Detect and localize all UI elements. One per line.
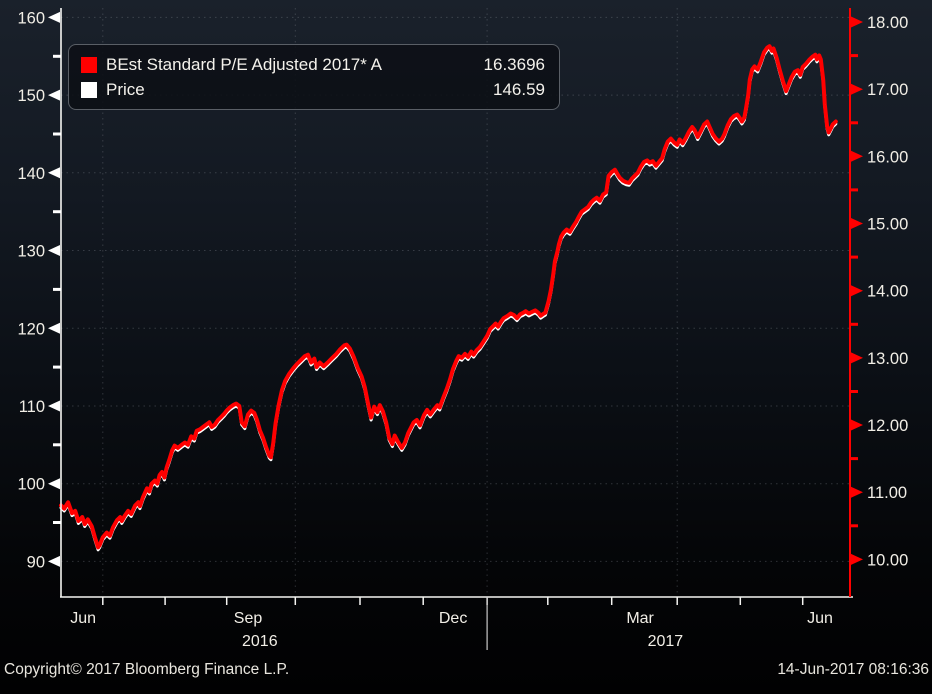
pe-series-value: 16.3696 (483, 55, 545, 74)
left-axis-tick-label: 160 (17, 9, 45, 27)
right-axis-tick-arrow (851, 553, 863, 565)
right-axis-tick-arrow (851, 83, 863, 95)
left-axis-minor-tick (53, 54, 61, 58)
right-axis-minor-tick (850, 457, 858, 461)
price-line (59, 47, 838, 552)
price-series-value: 146.59 (493, 80, 545, 99)
price-series-label: Price (106, 80, 145, 99)
left-axis-tick-label: 90 (27, 553, 45, 571)
x-axis-month-label: Sep (234, 610, 263, 627)
left-axis-minor-tick (53, 132, 61, 136)
left-axis-tick-label: 150 (17, 87, 45, 105)
right-axis-tick-arrow (851, 352, 863, 364)
left-axis-tick-label: 140 (17, 165, 45, 183)
right-axis-minor-tick (850, 524, 858, 528)
right-axis-tick-label: 17.00 (867, 81, 908, 99)
right-axis-tick-label: 18.00 (867, 14, 908, 32)
right-axis-minor-tick (850, 54, 858, 58)
pe-series-label: BEst Standard P/E Adjusted 2017* A (106, 55, 382, 74)
right-axis-tick-label: 12.00 (867, 417, 908, 435)
left-axis-tick-arrow (48, 167, 60, 179)
chart-legend: BEst Standard P/E Adjusted 2017* A 16.36… (68, 44, 560, 110)
x-axis-month-label: Jun (70, 610, 96, 627)
left-axis-minor-tick (53, 210, 61, 214)
timestamp-text: 14-Jun-2017 08:16:36 (777, 661, 929, 678)
left-axis-tick-arrow (48, 322, 60, 334)
legend-item-price[interactable]: Price 146.59 (81, 77, 545, 102)
left-axis-minor-tick (53, 365, 61, 369)
left-axis-minor-tick (53, 521, 61, 524)
left-axis-tick-arrow (48, 478, 60, 490)
right-axis-tick-label: 10.00 (867, 551, 908, 569)
x-axis-year-label: 2017 (648, 633, 684, 650)
copyright-text: Copyright© 2017 Bloomberg Finance L.P. (4, 661, 290, 678)
right-axis-minor-tick (850, 322, 858, 326)
right-axis-minor-tick (850, 188, 858, 192)
left-axis-tick-arrow (48, 400, 60, 412)
right-axis-tick-label: 13.00 (867, 350, 908, 368)
legend-item-pe[interactable]: BEst Standard P/E Adjusted 2017* A 16.36… (81, 52, 545, 77)
right-axis-tick-arrow (851, 16, 863, 28)
x-axis-month-label: Dec (439, 610, 467, 627)
x-axis-year-label: 2016 (242, 633, 278, 650)
pe-line (59, 44, 838, 550)
right-axis-tick-arrow (851, 486, 863, 498)
left-axis-minor-tick (53, 287, 61, 291)
right-axis-tick-label: 16.00 (867, 148, 908, 166)
left-axis-minor-tick (53, 443, 61, 447)
price-series-swatch (81, 81, 97, 98)
right-axis-tick-arrow (851, 218, 863, 229)
right-axis-tick-arrow (851, 285, 863, 297)
left-axis-tick-label: 100 (17, 476, 45, 494)
left-axis-tick-label: 120 (17, 320, 45, 338)
left-axis-tick-label: 130 (17, 243, 45, 261)
right-axis-tick-label: 15.00 (867, 216, 908, 234)
right-axis-tick-arrow (851, 150, 863, 162)
left-axis-tick-arrow (48, 11, 60, 23)
right-axis-minor-tick (850, 255, 858, 259)
right-axis-minor-tick (850, 121, 858, 125)
right-axis-minor-tick (850, 390, 858, 393)
left-axis-tick-label: 110 (19, 398, 45, 416)
left-axis-tick-arrow (48, 89, 60, 101)
left-axis-tick-arrow (48, 555, 60, 567)
x-axis-month-label: Mar (626, 610, 654, 627)
pe-series-swatch (81, 56, 97, 73)
x-axis-month-label: Jun (807, 610, 833, 627)
right-axis-tick-arrow (851, 419, 863, 431)
left-axis-tick-arrow (48, 245, 60, 256)
footer-bar: Copyright© 2017 Bloomberg Finance L.P. 1… (0, 659, 932, 683)
right-axis-tick-label: 14.00 (867, 283, 908, 301)
right-axis-tick-label: 11.00 (867, 484, 907, 502)
